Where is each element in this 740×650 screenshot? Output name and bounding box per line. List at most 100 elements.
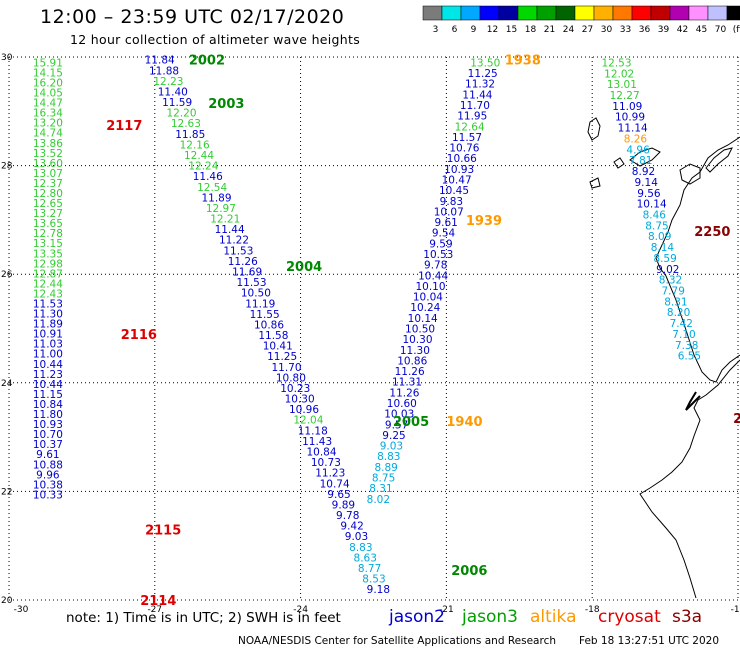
wave-height-value: 13.86 bbox=[33, 138, 63, 150]
wave-height-value: 11.70 bbox=[271, 362, 301, 374]
lon-tick-label: -27 bbox=[147, 605, 162, 615]
wave-height-value: 10.91 bbox=[33, 329, 63, 341]
wave-height-value: 13.52 bbox=[33, 148, 63, 160]
pass-time-label: 2117 bbox=[106, 119, 142, 134]
wave-height-value: 10.44 bbox=[33, 379, 63, 391]
colorbar-tick-label: 30 bbox=[601, 25, 613, 35]
wave-height-value: 11.14 bbox=[618, 123, 648, 135]
colorbar-tick-label: 12 bbox=[487, 25, 498, 35]
wave-height-value: 8.32 bbox=[659, 275, 682, 287]
wave-height-value: 10.50 bbox=[405, 324, 435, 336]
wave-height-value: 10.86 bbox=[397, 355, 427, 367]
wave-height-value: 11.85 bbox=[175, 129, 205, 141]
wave-height-value: 12.98 bbox=[33, 258, 63, 270]
wave-height-value: 9.56 bbox=[637, 188, 661, 200]
legend-jason3: jason3 bbox=[462, 607, 518, 627]
wave-height-value: 10.93 bbox=[444, 164, 474, 176]
wave-height-value: 12.43 bbox=[33, 288, 63, 300]
wave-height-value: 14.15 bbox=[33, 67, 63, 79]
island-la-palma bbox=[587, 117, 601, 141]
wave-height-value: 8.31 bbox=[664, 296, 687, 308]
wave-height-value: 11.00 bbox=[33, 349, 63, 361]
wave-height-value: 12.44 bbox=[33, 278, 63, 290]
wave-height-value: 9.78 bbox=[336, 510, 359, 522]
wave-height-value: 11.80 bbox=[33, 409, 63, 421]
africa-coastline bbox=[655, 136, 740, 383]
wave-height-value: 8.09 bbox=[648, 231, 671, 243]
wave-height-value: 10.07 bbox=[434, 206, 464, 218]
wave-height-value: 8.20 bbox=[667, 307, 690, 319]
pass-time-label: 22 bbox=[733, 412, 740, 427]
colorbar-tick-label: 36 bbox=[639, 25, 651, 35]
wave-height-value: 12.27 bbox=[610, 90, 640, 102]
wave-height-value: 8.83 bbox=[349, 542, 372, 554]
legend-jason2: jason2 bbox=[389, 607, 445, 627]
wave-height-value: 10.74 bbox=[320, 478, 350, 490]
wave-height-value: 10.14 bbox=[637, 199, 667, 211]
wave-height-value: 11.19 bbox=[245, 298, 275, 310]
wave-height-value: 11.15 bbox=[33, 389, 63, 401]
colorbar-tick-label: 33 bbox=[620, 25, 631, 35]
wave-height-value: 15.91 bbox=[33, 57, 63, 69]
lon-tick-label: -18 bbox=[585, 605, 600, 615]
wave-height-value: 14.05 bbox=[33, 88, 63, 100]
wave-height-value: 10.88 bbox=[33, 459, 63, 471]
wave-height-value: 13.15 bbox=[33, 238, 63, 250]
island-gran-canaria bbox=[679, 163, 701, 185]
wave-height-value: 11.55 bbox=[250, 309, 280, 321]
wave-height-value: 4.96 bbox=[626, 144, 650, 156]
colorbar-tick-label: 9 bbox=[471, 25, 477, 35]
wave-height-value: 6.55 bbox=[678, 351, 701, 363]
wave-height-value: 12.87 bbox=[33, 268, 63, 280]
credit-line: NOAA/NESDIS Center for Satellite Applica… bbox=[238, 635, 556, 647]
colorbar-tick-label: 15 bbox=[506, 25, 517, 35]
wave-height-value: 11.26 bbox=[228, 256, 258, 268]
lon-tick-label: -15 bbox=[731, 605, 740, 615]
wave-height-value: 11.32 bbox=[465, 79, 495, 91]
wave-height-value: 16.34 bbox=[33, 108, 63, 120]
wave-height-value: 10.38 bbox=[33, 479, 63, 491]
pass-time-label: 1940 bbox=[446, 415, 482, 430]
wave-height-value: 10.96 bbox=[289, 404, 319, 416]
wave-height-value: 12.53 bbox=[601, 57, 631, 69]
wave-height-value: 10.37 bbox=[33, 439, 63, 451]
wave-height-value: 13.27 bbox=[33, 208, 63, 220]
wave-height-value: 10.93 bbox=[33, 419, 63, 431]
wave-height-value: 9.96 bbox=[36, 469, 60, 481]
wave-height-value: 12.24 bbox=[188, 161, 218, 173]
wave-height-value: 12.97 bbox=[206, 203, 236, 215]
wave-height-value: 8.92 bbox=[632, 166, 655, 178]
pass-time-label: 2115 bbox=[145, 523, 181, 538]
wave-height-value: 8.46 bbox=[643, 209, 667, 221]
wave-height-value: 11.59 bbox=[162, 97, 192, 109]
wave-height-value: 10.10 bbox=[415, 281, 445, 293]
colorbar-swatch bbox=[726, 5, 740, 21]
wave-height-value: 9.02 bbox=[656, 264, 679, 276]
wave-height-value: 10.23 bbox=[280, 383, 310, 395]
colorbar-tick-label: 6 bbox=[452, 25, 458, 35]
wave-height-value: 9.61 bbox=[36, 449, 59, 461]
pass-time-label: 2250 bbox=[694, 225, 730, 240]
wave-height-value: 10.45 bbox=[439, 185, 469, 197]
colorbar-tick-label: 39 bbox=[658, 25, 670, 35]
wave-height-value: 9.03 bbox=[345, 531, 368, 543]
wave-height-value: 11.25 bbox=[267, 351, 297, 363]
wave-height-value: 11.40 bbox=[158, 86, 188, 98]
wave-height-value: 8.14 bbox=[651, 242, 675, 254]
lat-tick-label: 20 bbox=[1, 596, 13, 606]
wave-height-value: 8.75 bbox=[372, 472, 395, 484]
wave-height-value: 11.88 bbox=[149, 65, 179, 77]
colorbar-tick-label: 42 bbox=[677, 25, 688, 35]
wave-height-value: 14.74 bbox=[33, 128, 63, 140]
wave-height-value: 10.76 bbox=[449, 143, 479, 155]
colorbar-tick-label: 45 bbox=[696, 25, 707, 35]
wave-height-value: 11.43 bbox=[302, 436, 332, 448]
lon-tick-label: -21 bbox=[439, 605, 454, 615]
colorbar-tick-label: 3 bbox=[433, 25, 439, 35]
legend-altika: altika bbox=[530, 607, 577, 627]
wave-height-value: 13.50 bbox=[470, 57, 500, 69]
wave-height-value: 10.04 bbox=[413, 292, 443, 304]
wave-height-value: 11.57 bbox=[452, 132, 482, 144]
pass-time-label: 1938 bbox=[505, 54, 541, 69]
